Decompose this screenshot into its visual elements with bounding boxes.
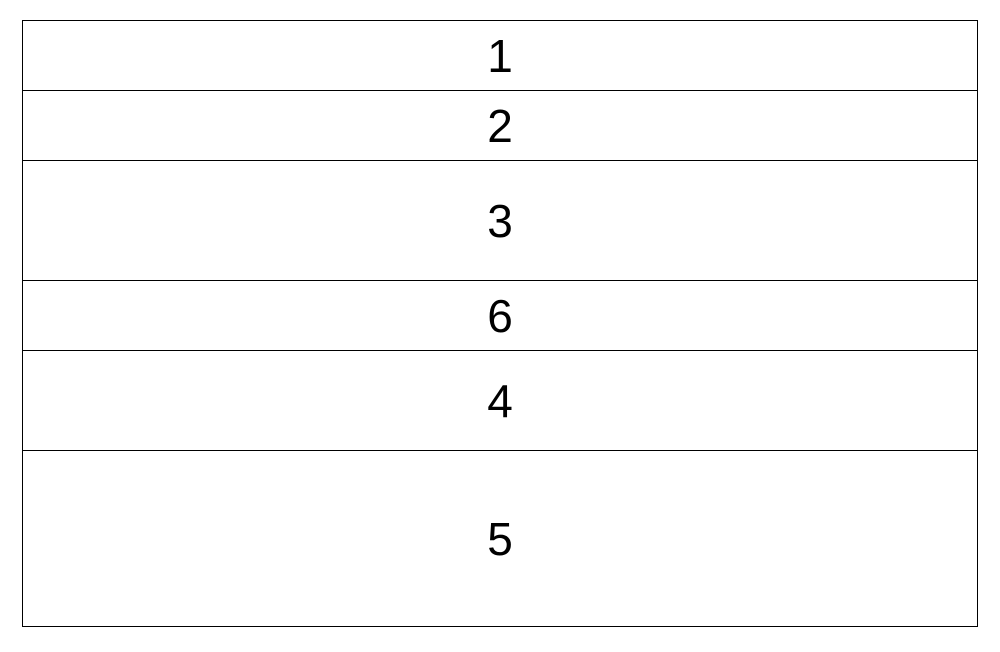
layer-label: 1 — [487, 29, 513, 83]
layer-label: 6 — [487, 289, 513, 343]
layer-label: 4 — [487, 374, 513, 428]
layer-row: 3 — [23, 161, 977, 281]
layer-row: 1 — [23, 21, 977, 91]
layer-label: 3 — [487, 194, 513, 248]
layer-row: 4 — [23, 351, 977, 451]
layer-row: 6 — [23, 281, 977, 351]
layer-label: 5 — [487, 512, 513, 566]
layer-row: 5 — [23, 451, 977, 626]
layer-row: 2 — [23, 91, 977, 161]
layer-label: 2 — [487, 99, 513, 153]
layer-stack: 1 2 3 6 4 5 — [22, 20, 978, 627]
